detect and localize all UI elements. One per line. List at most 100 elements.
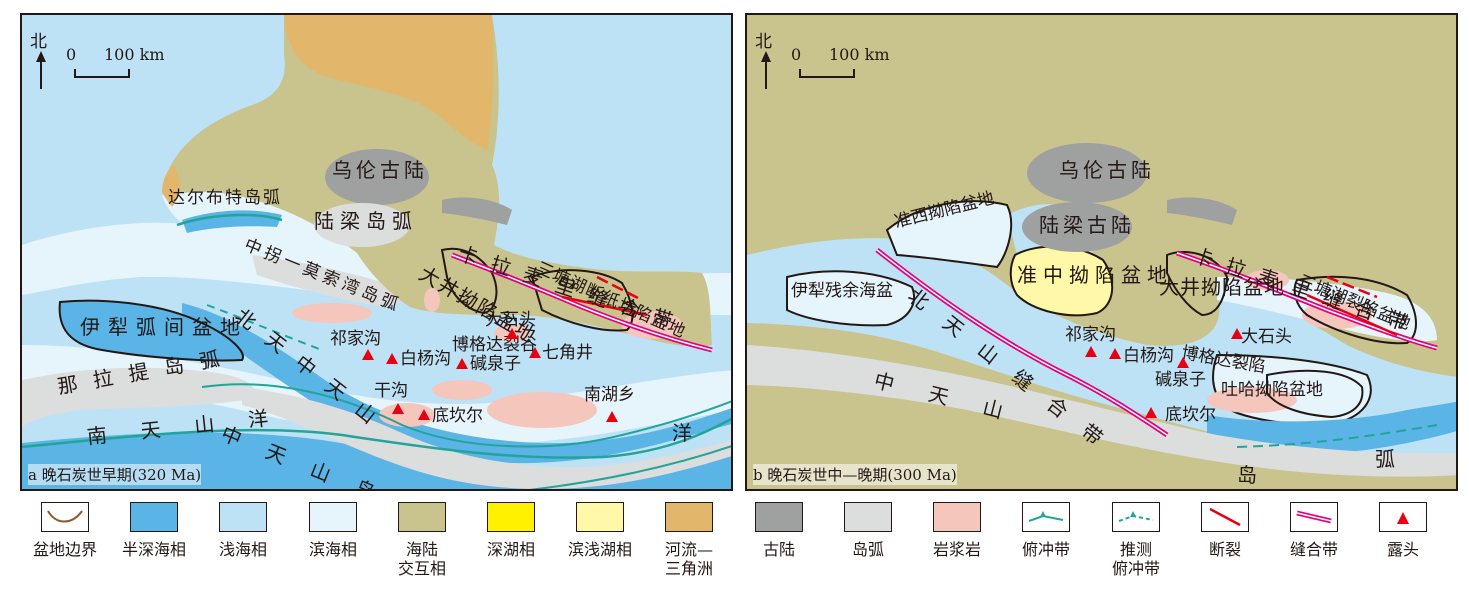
north-arrow-shaft bbox=[765, 61, 767, 89]
legend-item: 河流— 三角洲 bbox=[644, 498, 734, 578]
legend-label: 推测 俯冲带 bbox=[1111, 540, 1160, 578]
legend-label: 露头 bbox=[1386, 540, 1419, 559]
scale-zero: 0 bbox=[66, 45, 77, 64]
legend-label: 岛弧 bbox=[851, 540, 884, 559]
outcrop-icon bbox=[1085, 346, 1097, 357]
legend-item: 滨浅湖相 bbox=[555, 498, 645, 559]
outcrop-icon bbox=[456, 358, 468, 369]
magmatic-swatch bbox=[933, 502, 981, 532]
label-dashitou: 大石头 bbox=[485, 310, 536, 330]
fault-icon bbox=[1201, 502, 1249, 532]
map-legend: 盆地边界 半深海相 浅海相 滨海相 海陆 交互相 深湖相 滨浅湖相 河流— 三角… bbox=[20, 498, 1450, 593]
label-ocean-east: 洋 bbox=[672, 421, 692, 445]
suture-icon bbox=[1290, 502, 1338, 532]
outcrop-icon bbox=[1145, 407, 1157, 418]
label-dikanr: 底坎尔 bbox=[432, 406, 483, 426]
scale-label: 100 km bbox=[829, 45, 890, 64]
label-island: 岛 bbox=[1237, 463, 1257, 487]
label-baiyanggou: 白杨沟 bbox=[400, 349, 451, 369]
label-jianquanzi: 碱泉子 bbox=[470, 354, 521, 374]
label-yili: 伊犁弧间盆地 bbox=[80, 315, 248, 339]
panel-caption: a 晚石炭世早期(320 Ma) bbox=[28, 464, 202, 485]
scale-zero: 0 bbox=[791, 45, 802, 64]
semi-deep-sea-swatch bbox=[130, 502, 178, 532]
north-arrow-shaft bbox=[40, 61, 42, 89]
north-arrow-icon bbox=[761, 51, 771, 62]
legend-item: 盆地边界 bbox=[20, 498, 110, 559]
legend-label: 滨浅湖相 bbox=[567, 540, 632, 559]
legend-item: 海陆 交互相 bbox=[377, 498, 467, 578]
legend-label: 半深海相 bbox=[121, 540, 186, 559]
old-land-swatch bbox=[755, 502, 803, 532]
island-arc-swatch bbox=[844, 502, 892, 532]
scale-label: 100 km bbox=[104, 45, 165, 64]
legend-item: 推测 俯冲带 bbox=[1091, 498, 1181, 578]
map-panel-a: 北 0 100 km 乌伦古陆 陆梁岛弧 达尔布特岛弧 中拐一莫索湾岛弧 伊犁弧… bbox=[20, 13, 733, 491]
legend-label: 滨海相 bbox=[308, 540, 357, 559]
legend-item: 浅海相 bbox=[198, 498, 288, 559]
outcrop-icon bbox=[529, 347, 541, 358]
scale-bar bbox=[74, 69, 130, 78]
outcrop-icon bbox=[506, 328, 518, 339]
legend-label: 盆地边界 bbox=[32, 540, 97, 559]
basin-boundary-icon bbox=[41, 502, 89, 532]
scale-bar bbox=[799, 69, 855, 78]
outcrop-icon bbox=[1109, 348, 1121, 359]
label-luliang: 陆梁古陆 bbox=[1039, 213, 1135, 237]
legend-label: 岩浆岩 bbox=[932, 540, 981, 559]
transition-swatch bbox=[398, 502, 446, 532]
label-dashitou: 大石头 bbox=[1241, 327, 1292, 347]
label-qijiagou: 祁家沟 bbox=[1065, 325, 1116, 345]
outcrop-icon bbox=[1379, 502, 1427, 532]
legend-item: 半深海相 bbox=[109, 498, 199, 559]
littoral-swatch bbox=[309, 502, 357, 532]
label-darbut: 达尔布特岛弧 bbox=[168, 188, 282, 208]
label-qijiagou: 祁家沟 bbox=[330, 329, 381, 349]
label-nanhuxiang: 南湖乡 bbox=[584, 385, 635, 405]
map-panel-b: 北 0 100 km 乌伦古陆 陆梁古陆 准西拗陷盆地 伊犁残余海盆 准中拗陷盆… bbox=[745, 13, 1458, 491]
legend-label: 俯冲带 bbox=[1021, 540, 1070, 559]
outcrop-icon bbox=[392, 403, 404, 414]
map-b-fills bbox=[747, 15, 1456, 489]
outcrop-icon bbox=[386, 353, 398, 364]
legend-item: 俯冲带 bbox=[1001, 498, 1091, 559]
label-dikanr: 底坎尔 bbox=[1165, 405, 1216, 425]
panel-caption: b 晚石炭世中—晚期(300 Ma) bbox=[753, 464, 957, 485]
label-bogda: 博格达裂谷 bbox=[452, 335, 537, 355]
legend-item: 古陆 bbox=[734, 498, 824, 559]
shallow-lake-swatch bbox=[576, 502, 624, 532]
label-tuha: 吐哈拗陷盆地 bbox=[1221, 380, 1323, 400]
deep-lake-swatch bbox=[487, 502, 535, 532]
legend-item: 断裂 bbox=[1180, 498, 1270, 559]
label-jianquanzi: 碱泉子 bbox=[1155, 370, 1206, 390]
legend-label: 深湖相 bbox=[486, 540, 535, 559]
north-arrow-icon bbox=[36, 51, 46, 62]
legend-label: 断裂 bbox=[1208, 540, 1241, 559]
legend-item: 岩浆岩 bbox=[912, 498, 1002, 559]
legend-label: 古陆 bbox=[762, 540, 795, 559]
shallow-sea-swatch bbox=[219, 502, 267, 532]
legend-item: 深湖相 bbox=[466, 498, 556, 559]
legend-item: 露头 bbox=[1358, 498, 1448, 559]
label-baiyanggou: 白杨沟 bbox=[1123, 346, 1174, 366]
legend-item: 缝合带 bbox=[1269, 498, 1359, 559]
north-arrow-label: 北 bbox=[755, 32, 772, 52]
north-arrow-label: 北 bbox=[30, 32, 47, 52]
delta-swatch bbox=[665, 502, 713, 532]
legend-label: 缝合带 bbox=[1289, 540, 1338, 559]
subduction-icon bbox=[1022, 502, 1070, 532]
outcrop-icon bbox=[418, 409, 430, 420]
label-wulun: 乌伦古陆 bbox=[1059, 158, 1155, 182]
legend-item: 岛弧 bbox=[823, 498, 913, 559]
label-dajing: 大井拗陷盆地 bbox=[1159, 275, 1285, 299]
label-zhunzhong: 准中拗陷盆地 bbox=[1017, 263, 1173, 287]
label-luliang: 陆梁岛弧 bbox=[314, 209, 418, 233]
label-gangou: 干沟 bbox=[374, 381, 408, 401]
outcrop-icon bbox=[1231, 328, 1243, 339]
legend-label: 浅海相 bbox=[218, 540, 267, 559]
legend-item: 滨海相 bbox=[288, 498, 378, 559]
label-arc: 弧 bbox=[1375, 447, 1395, 471]
label-qijiaojing: 七角井 bbox=[542, 343, 593, 363]
label-yili: 伊犁残余海盆 bbox=[791, 281, 893, 301]
map-a-fills bbox=[22, 15, 731, 489]
